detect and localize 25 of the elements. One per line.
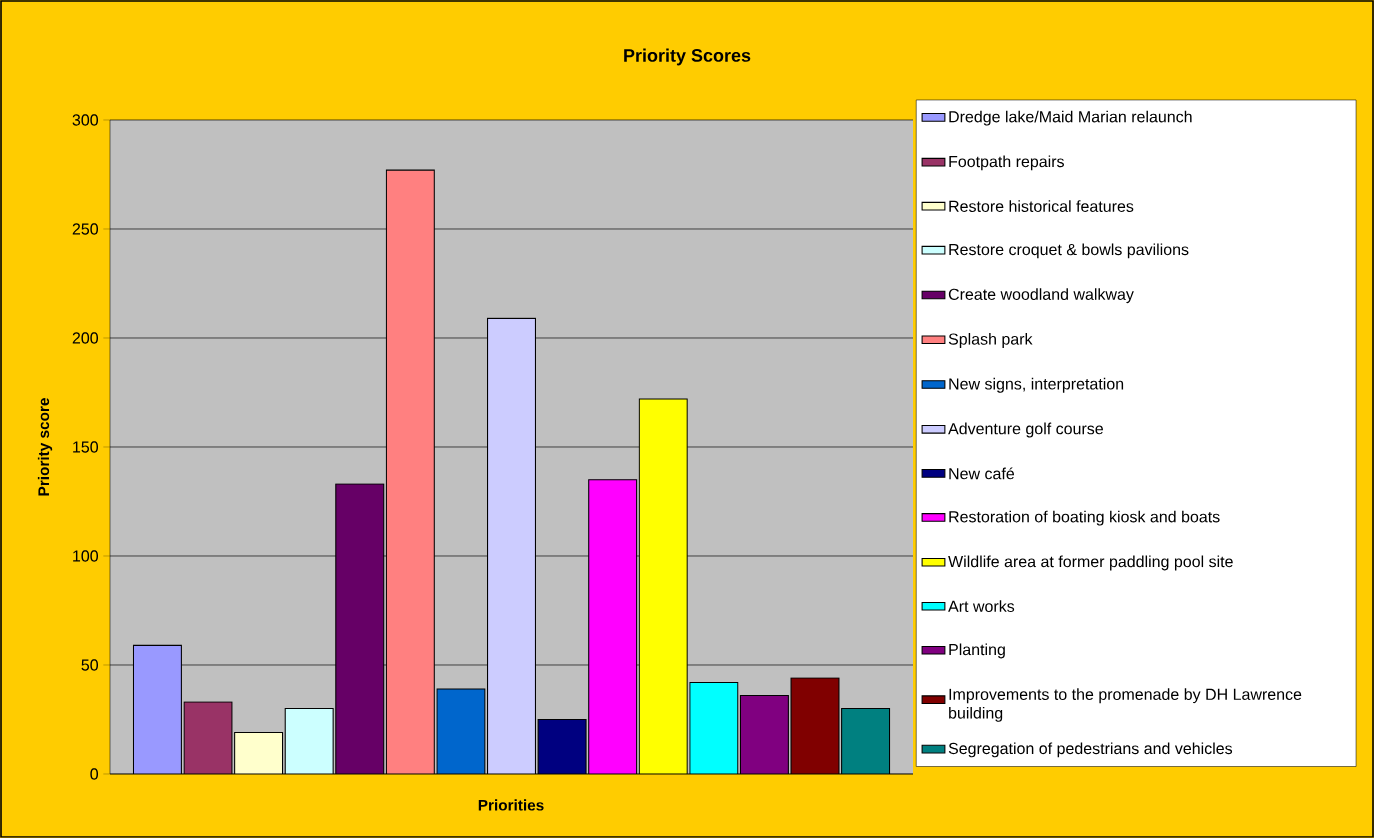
x-axis-title: Priorities	[478, 799, 544, 811]
y-axis-title: Priority score	[37, 398, 53, 496]
legend-label: New café	[949, 467, 1015, 480]
legend-label: Footpath repairs	[949, 155, 1064, 171]
legend-label: Planting	[949, 643, 1005, 659]
legend-label: Adventure golf course	[948, 422, 1103, 438]
legend-label: Wildlife area at former paddling pool site	[948, 555, 1233, 571]
legend-label: Restore historical features	[949, 200, 1134, 212]
legend-label: Restoration of boating kiosk and boats	[949, 510, 1220, 526]
legend-label: Dredge lake/Maid Marian relaunch	[949, 110, 1192, 126]
legend-label: New signs, interpretation	[949, 377, 1124, 393]
y-tick-label: 250	[72, 223, 99, 235]
legend-label: Restore croquet & bowls pavilions	[949, 243, 1189, 259]
y-tick-label: 300	[72, 114, 99, 126]
y-tick-label: 150	[73, 441, 99, 453]
legend-label: Splash park	[948, 333, 1033, 348]
y-tick-label: 50	[81, 659, 99, 671]
y-tick-label: 0	[90, 768, 99, 780]
y-tick-label: 100	[73, 550, 99, 562]
y-tick-label: 200	[72, 332, 99, 344]
legend-label: Create woodland walkway	[948, 288, 1134, 304]
legend-label: Art works	[948, 600, 1015, 613]
chart-title: Priority Scores	[624, 48, 751, 66]
legend-label: Segregation of pedestrians and vehicles	[948, 742, 1233, 758]
legend-label: Improvements to the promenade by DH Lawrence building	[949, 688, 1302, 722]
